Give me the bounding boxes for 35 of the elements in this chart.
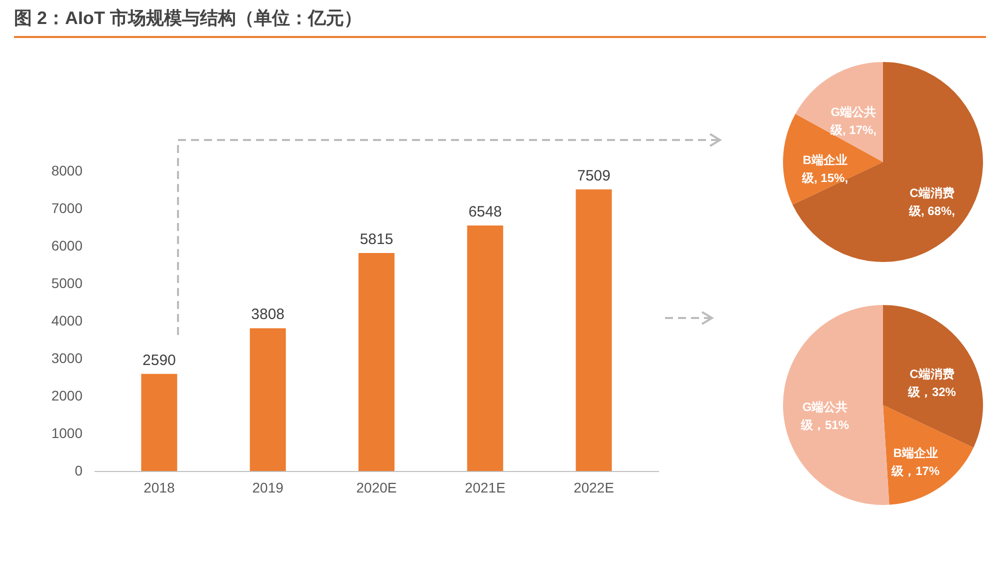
slice-label: C端消费级, 68%, bbox=[908, 186, 955, 218]
slice-label: B端企业级，17% bbox=[890, 446, 940, 478]
data-label: 5815 bbox=[360, 230, 394, 248]
pie-slice bbox=[792, 62, 983, 262]
pie-slice bbox=[883, 405, 974, 505]
bar bbox=[141, 374, 178, 471]
data-label: 6548 bbox=[468, 203, 502, 220]
slice-label: G端公共级, 17%, bbox=[829, 105, 876, 138]
slice-label: G端公共级，51% bbox=[800, 400, 850, 432]
x-tick-label: 2019 bbox=[252, 480, 284, 496]
y-tick-label: 7000 bbox=[51, 200, 83, 216]
bar bbox=[576, 189, 612, 471]
x-tick-label: 2021E bbox=[464, 480, 506, 496]
y-tick-label: 1000 bbox=[51, 425, 83, 441]
x-tick-label: 2020E bbox=[356, 480, 397, 496]
y-tick-label: 3000 bbox=[51, 350, 83, 366]
x-tick-label: 2022E bbox=[574, 480, 614, 496]
x-tick-label: 2018 bbox=[144, 480, 175, 496]
y-tick-label: 2000 bbox=[51, 388, 83, 404]
bar bbox=[250, 328, 286, 471]
data-label: 3808 bbox=[251, 306, 285, 324]
data-label: 2590 bbox=[142, 352, 176, 369]
slice-label: C端消费级，32% bbox=[906, 366, 956, 399]
bar bbox=[358, 252, 394, 471]
pie-slice bbox=[783, 305, 890, 505]
slice-label: B端企业级, 15%, bbox=[801, 153, 848, 186]
pie-slice bbox=[883, 305, 983, 448]
data-label: 7509 bbox=[577, 167, 610, 184]
y-tick-label: 0 bbox=[74, 462, 83, 478]
chart-title: 图 2：AIoT 市场规模与结构（单位：亿元） bbox=[14, 6, 986, 38]
y-tick-label: 8000 bbox=[51, 162, 83, 178]
y-tick-label: 4000 bbox=[51, 312, 83, 328]
y-tick-label: 6000 bbox=[51, 238, 83, 254]
bar bbox=[467, 225, 504, 471]
y-tick-label: 5000 bbox=[51, 275, 83, 291]
